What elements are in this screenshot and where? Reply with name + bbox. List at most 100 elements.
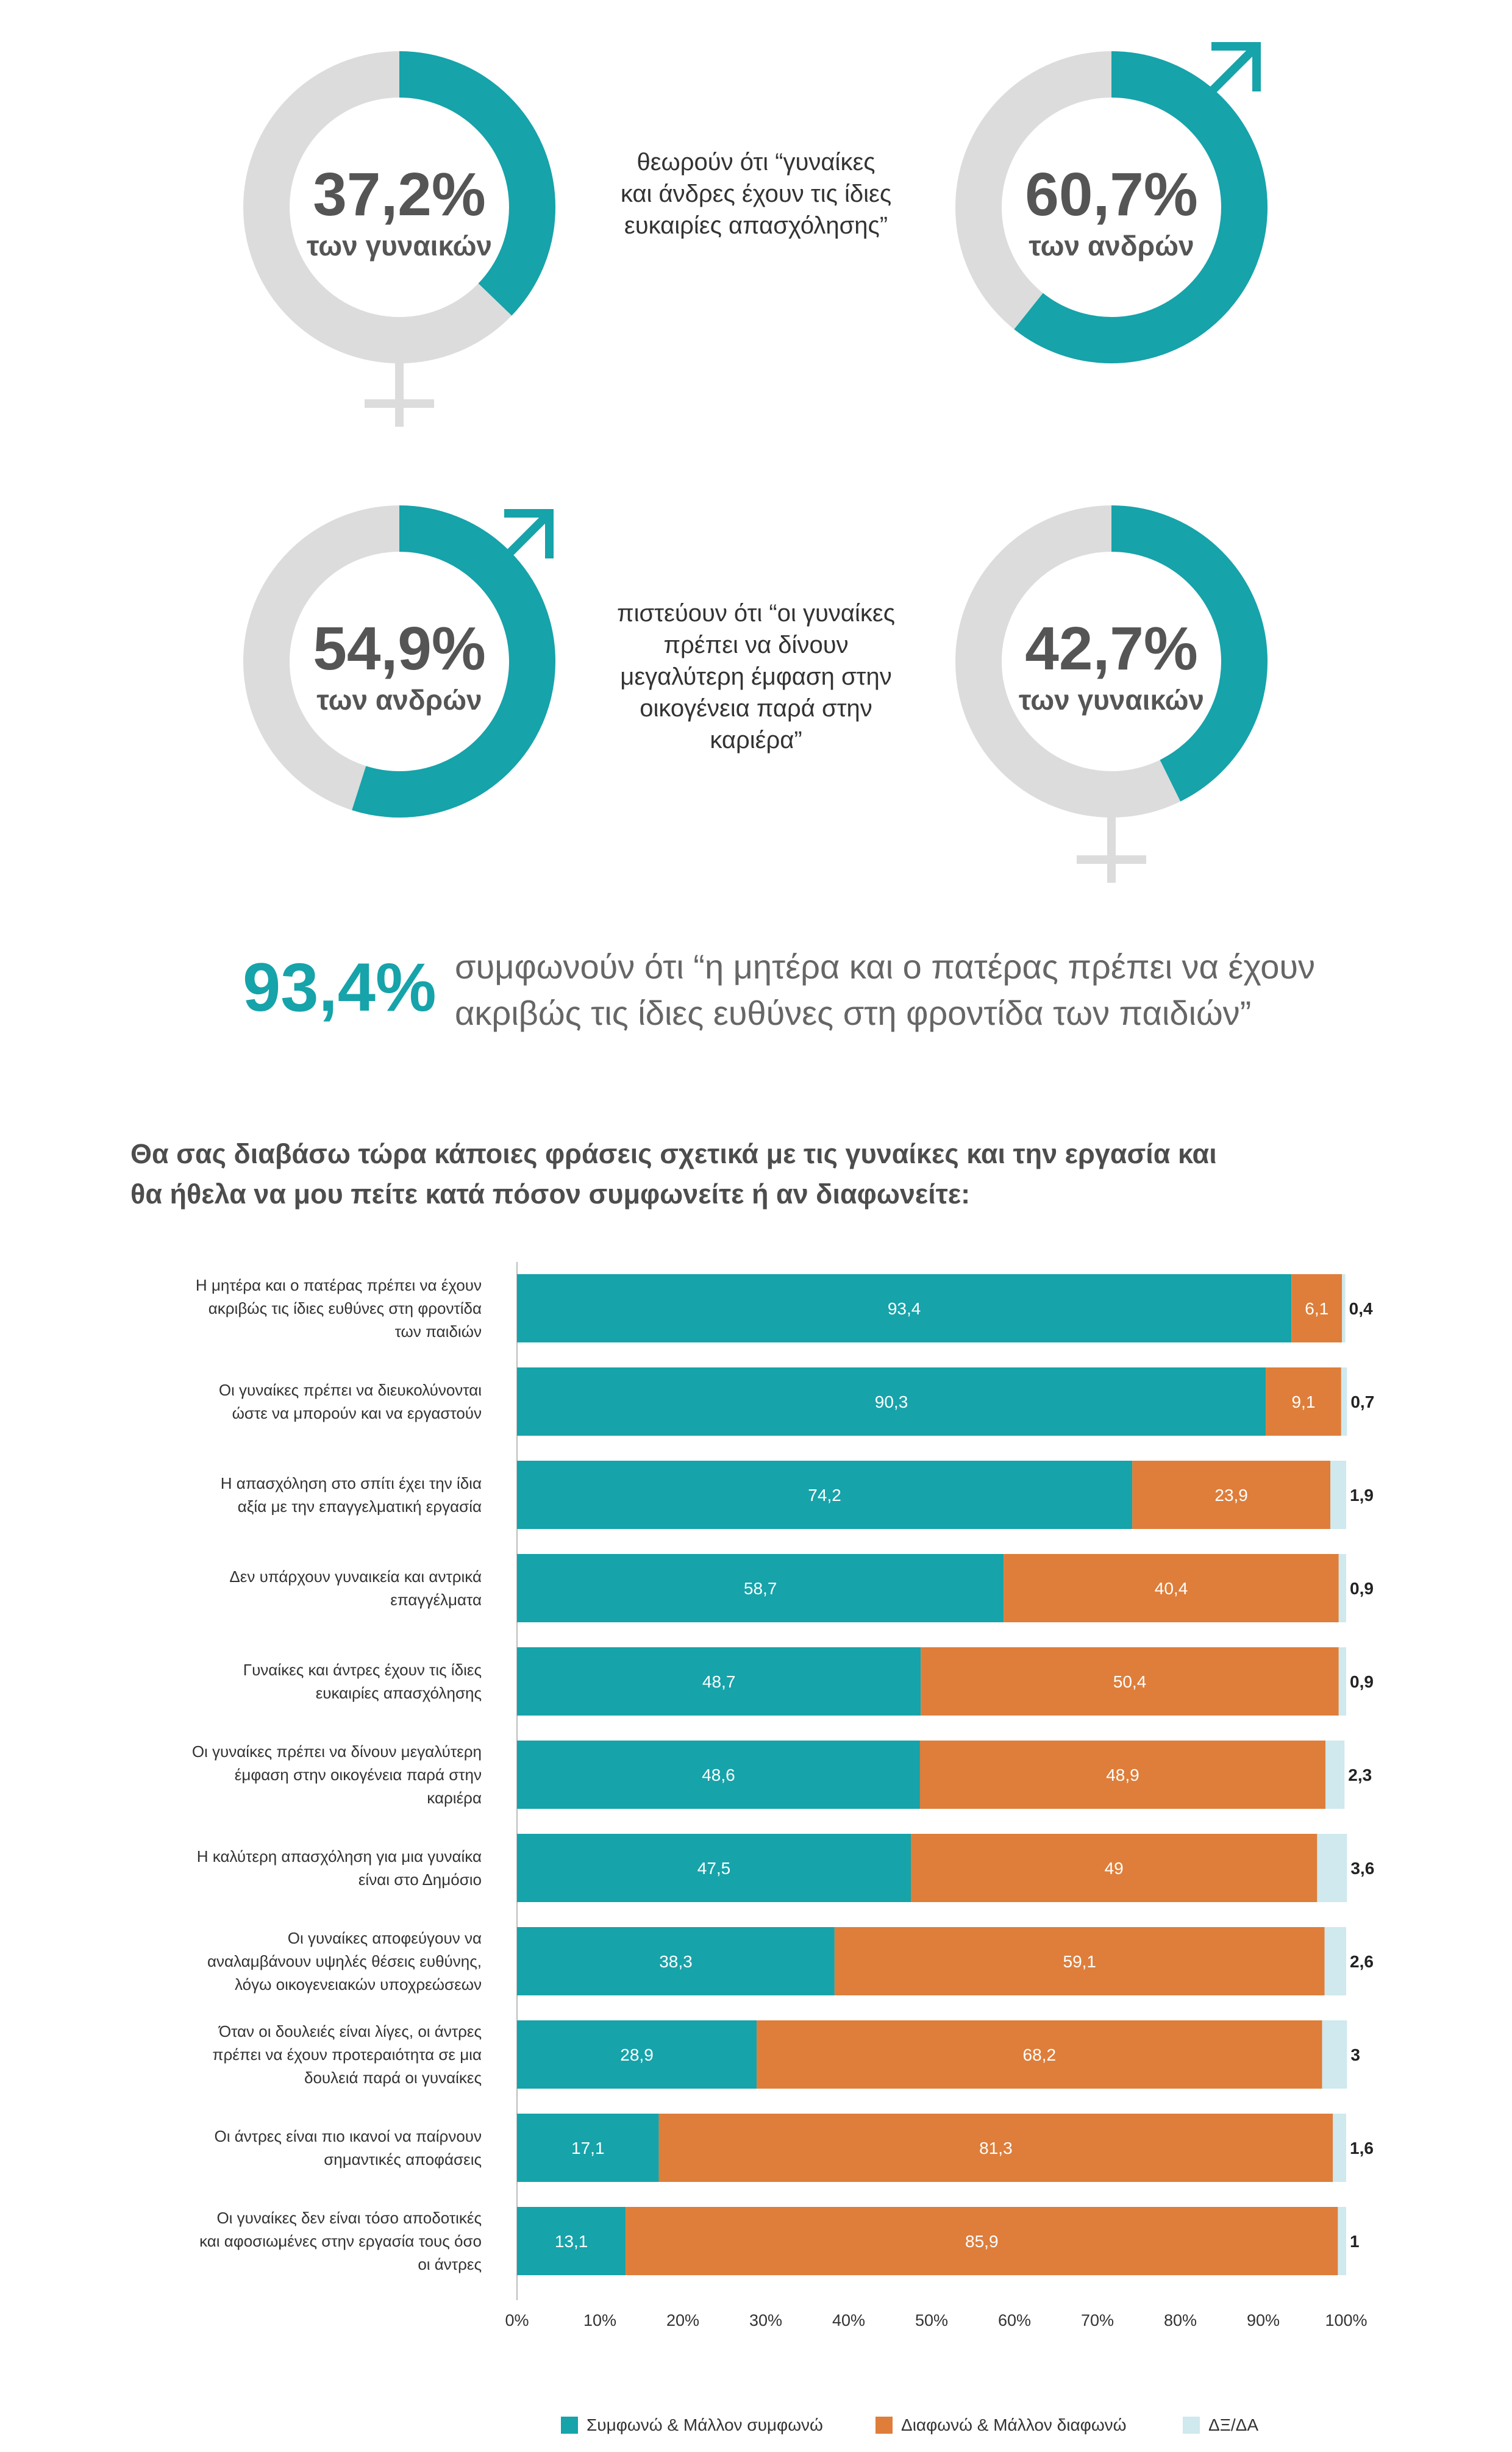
category-label: Οι γυναίκες πρέπει να δίνουν μεγαλύτερη έ…	[192, 1742, 482, 1807]
bar-segment	[921, 1647, 1339, 1716]
legend-label: ΔΞ/ΔΑ	[1208, 2415, 1259, 2434]
x-tick-label: 40%	[832, 2311, 865, 2329]
data-label: 17,1	[571, 2139, 605, 2158]
bar-segment	[919, 1741, 1325, 1809]
data-label: 0,9	[1350, 1579, 1374, 1598]
donut-ring	[955, 505, 1268, 818]
category-label: Όταν οι δουλειές είναι λίγες, οι άντρες π…	[213, 2022, 482, 2087]
donut-women-family-priority: 42,7% των γυναικών	[953, 503, 1270, 844]
data-label: 50,4	[1113, 1672, 1147, 1691]
data-label: 58,7	[744, 1579, 777, 1598]
x-tick-label: 0%	[505, 2311, 529, 2329]
male-icon	[1189, 42, 1261, 114]
bar-segment	[1338, 1554, 1346, 1622]
legend-item-dk-na: ΔΞ/ΔΑ	[1183, 2415, 1258, 2435]
data-label: 48,7	[702, 1672, 736, 1691]
data-label: 1	[1350, 2232, 1360, 2251]
donut-percentage: 60,7%	[1025, 160, 1198, 229]
donut-group-label: των γυναικών	[306, 230, 493, 262]
donut-men-equal-opportunities: 60,7% των ανδρών	[953, 49, 1270, 390]
donut-ring	[243, 505, 555, 818]
data-label: 2,3	[1348, 1766, 1372, 1784]
category-label: Η καλύτερη απασχόληση για μια γυναίκα είν…	[197, 1847, 482, 1889]
chart-question: Θα σας διαβάσω τώρα κάποιες φράσεις σχετ…	[130, 1134, 1338, 1214]
bar-segment	[757, 2020, 1322, 2089]
category-label: Οι γυναίκες δεν είναι τόσο αποδοτικές και…	[199, 2209, 482, 2273]
legend-swatch	[561, 2417, 578, 2434]
data-label: 3,6	[1350, 1859, 1374, 1878]
donut-group-label: των ανδρών	[316, 684, 482, 716]
donut-percentage: 42,7%	[1025, 615, 1198, 683]
big-stat-text: συμφωνούν ότι “η μητέρα και ο πατέρας πρ…	[455, 944, 1315, 1036]
quote-line: ευκαιρίες απασχόλησης”	[624, 212, 888, 239]
bar-segment	[517, 1927, 835, 1995]
legend-swatch	[1183, 2417, 1200, 2434]
bar-segment	[517, 2114, 659, 2182]
quote-line: θεωρούν ότι “γυναίκες	[637, 149, 875, 176]
x-tick-label: 100%	[1325, 2311, 1367, 2329]
quote-line: πιστεύουν ότι “οι γυναίκες	[617, 600, 895, 627]
quote-family-priority: πιστεύουν ότι “οι γυναίκες πρέπει να δίν…	[585, 597, 927, 756]
bar-segment	[1266, 1367, 1341, 1436]
x-tick-label: 20%	[666, 2311, 699, 2329]
data-label: 59,1	[1063, 1952, 1097, 1971]
legend-item-agree: Συμφωνώ & Μάλλον συμφωνώ	[561, 2415, 823, 2435]
question-line: θα ήθελα να μου πείτε κατά πόσον συμφωνε…	[130, 1178, 971, 1210]
x-tick-label: 80%	[1164, 2311, 1197, 2329]
donut-men-family-priority: 54,9% των ανδρών	[241, 503, 558, 844]
quote-line: μεγαλύτερη έμφαση στην	[620, 663, 892, 690]
category-label: Γυναίκες και άντρες έχουν τις ίδιες ευκαι…	[243, 1661, 482, 1702]
category-label: Η μητέρα και ο πατέρας πρέπει να έχουν ακ…	[196, 1276, 482, 1341]
bar-segment	[1291, 1274, 1343, 1342]
female-icon	[365, 360, 434, 427]
data-label: 48,9	[1106, 1766, 1139, 1784]
data-label: 81,3	[979, 2139, 1013, 2158]
data-label: 0,9	[1350, 1672, 1374, 1691]
bar-segment	[834, 1927, 1325, 1995]
quote-equal-opportunities: θεωρούν ότι “γυναίκες και άνδρες έχουν τ…	[585, 146, 927, 241]
x-tick-label: 60%	[998, 2311, 1031, 2329]
bar-segment	[626, 2207, 1338, 2275]
x-tick-label: 10%	[583, 2311, 616, 2329]
quote-line: καριέρα”	[710, 727, 802, 754]
data-label: 9,1	[1291, 1392, 1315, 1411]
donut-percentage: 37,2%	[313, 160, 486, 229]
bar-segment	[1333, 2114, 1346, 2182]
donut-ring	[243, 51, 555, 363]
data-label: 1,9	[1350, 1486, 1374, 1505]
data-label: 93,4	[888, 1299, 921, 1318]
data-label: 90,3	[875, 1392, 908, 1411]
legend-label: Συμφωνώ & Μάλλον συμφωνώ	[587, 2415, 823, 2434]
bar-segment	[517, 1834, 911, 1902]
bar-segment	[911, 1834, 1318, 1902]
category-label: Οι γυναίκες αποφεύγουν να αναλαμβάνουν υψ…	[207, 1929, 482, 1994]
x-tick-label: 30%	[749, 2311, 782, 2329]
male-icon	[482, 509, 554, 581]
data-label: 3	[1350, 2045, 1360, 2064]
bar-segment	[1324, 1927, 1346, 1995]
data-label: 74,2	[808, 1486, 841, 1505]
bar-segment	[517, 2020, 757, 2089]
female-icon	[1077, 816, 1146, 883]
x-tick-label: 90%	[1247, 2311, 1280, 2329]
category-label: Η απασχόληση στο σπίτι έχει την ίδια αξία…	[221, 1474, 482, 1516]
legend-label: Διαφωνώ & Μάλλον διαφωνώ	[901, 2415, 1127, 2434]
data-label: 49	[1105, 1859, 1124, 1878]
donut-group-label: των ανδρών	[1029, 230, 1194, 262]
data-label: 13,1	[555, 2232, 588, 2251]
data-label: 1,6	[1350, 2139, 1374, 2158]
bar-segment	[1322, 2020, 1347, 2089]
category-label: Οι άντρες είναι πιο ικανοί να παίρνουν ση…	[214, 2127, 482, 2169]
data-label: 38,3	[659, 1952, 693, 1971]
quote-line: και άνδρες έχουν τις ίδιες	[620, 180, 892, 207]
category-label: Οι γυναίκες πρέπει να διευκολύνονται ώστε…	[219, 1381, 482, 1422]
bar-segment	[1325, 1741, 1345, 1809]
bar-segment	[1317, 1834, 1347, 1902]
bar-segment	[658, 2114, 1333, 2182]
bar-segment	[517, 1647, 921, 1716]
bar-segment	[1338, 2207, 1346, 2275]
donut-group-label: των γυναικών	[1018, 684, 1205, 716]
bar-segment	[1330, 1461, 1346, 1529]
donut-ring	[955, 51, 1268, 363]
